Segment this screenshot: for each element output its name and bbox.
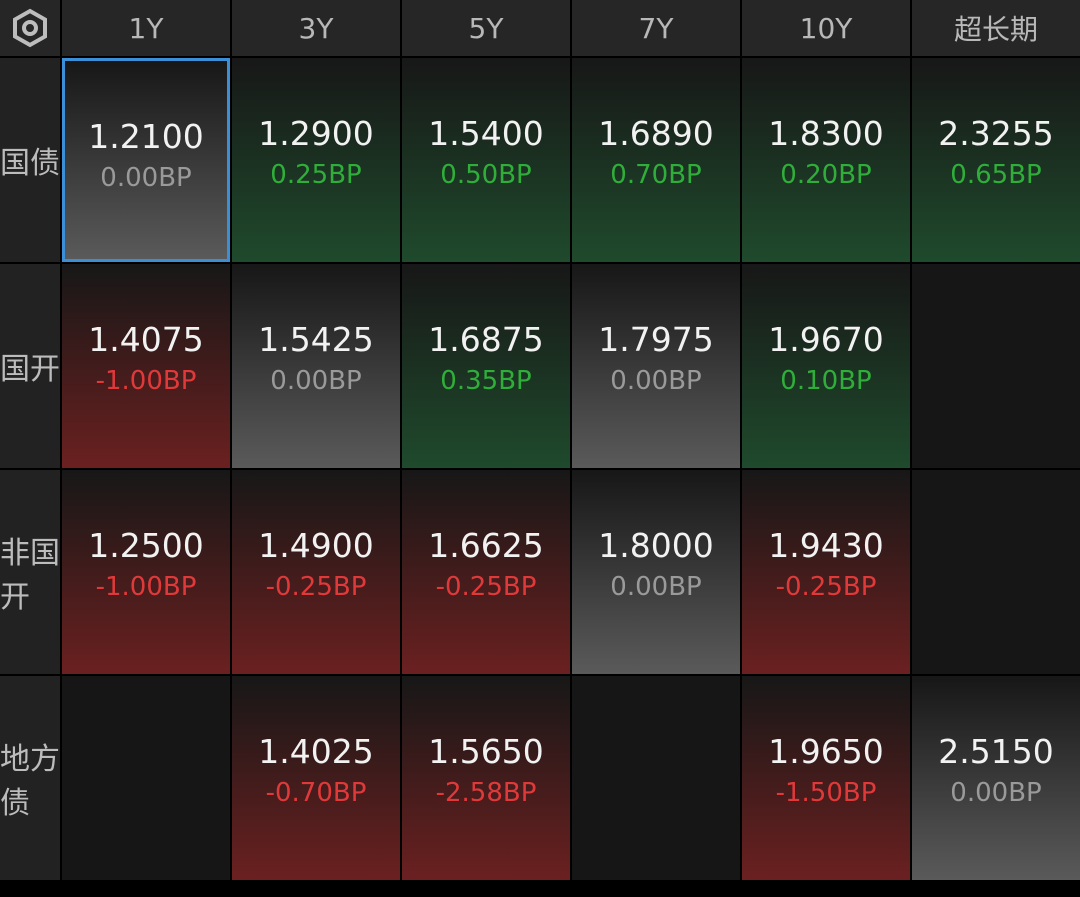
row-label-text: 国开 (0, 352, 60, 387)
row-label: 国债 (0, 58, 60, 262)
column-header[interactable]: 7Y (572, 0, 740, 56)
yield-change: -1.50BP (775, 778, 877, 808)
yield-value: 1.4075 (88, 320, 204, 359)
yield-change: 0.50BP (440, 160, 532, 190)
column-header[interactable]: 3Y (232, 0, 400, 56)
yield-value: 1.8000 (598, 526, 714, 565)
quote-cell[interactable]: 1.5425 0.00BP (232, 264, 400, 468)
yield-change: -0.25BP (775, 572, 877, 602)
yield-change: 0.00BP (610, 366, 702, 396)
empty-cell (572, 676, 740, 880)
yield-value: 1.9670 (768, 320, 884, 359)
column-header[interactable]: 5Y (402, 0, 570, 56)
yield-change: 0.35BP (440, 366, 532, 396)
yield-value: 2.5150 (938, 732, 1054, 771)
column-header[interactable]: 1Y (62, 0, 230, 56)
yield-value: 1.6625 (428, 526, 544, 565)
quote-cell[interactable]: 1.5650 -2.58BP (402, 676, 570, 880)
quote-cell[interactable]: 1.7975 0.00BP (572, 264, 740, 468)
yield-change: 0.70BP (610, 160, 702, 190)
yield-value: 1.9430 (768, 526, 884, 565)
yield-value: 1.9650 (768, 732, 884, 771)
column-header[interactable]: 超长期 (912, 0, 1080, 56)
quote-cell[interactable]: 1.6625 -0.25BP (402, 470, 570, 674)
yield-change: 0.25BP (270, 160, 362, 190)
yield-change: -0.25BP (435, 572, 537, 602)
yield-change: -2.58BP (435, 778, 537, 808)
yield-change: 0.20BP (780, 160, 872, 190)
column-header[interactable]: 10Y (742, 0, 910, 56)
yield-value: 1.7975 (598, 320, 714, 359)
yield-change: -1.00BP (95, 572, 197, 602)
yield-value: 1.6875 (428, 320, 544, 359)
yield-value: 1.5650 (428, 732, 544, 771)
yield-value: 1.2100 (88, 117, 204, 156)
settings-icon (13, 8, 47, 48)
yield-change: 0.10BP (780, 366, 872, 396)
quote-cell[interactable]: 2.5150 0.00BP (912, 676, 1080, 880)
empty-cell (912, 470, 1080, 674)
quote-cell[interactable]: 1.4025 -0.70BP (232, 676, 400, 880)
quote-cell[interactable]: 1.9670 0.10BP (742, 264, 910, 468)
quote-cell[interactable]: 1.6875 0.35BP (402, 264, 570, 468)
quote-cell[interactable]: 1.2100 0.00BP (62, 58, 230, 262)
yield-change: -0.70BP (265, 778, 367, 808)
quote-cell[interactable]: 1.5400 0.50BP (402, 58, 570, 262)
quote-cell[interactable]: 1.4900 -0.25BP (232, 470, 400, 674)
yield-value: 1.5400 (428, 114, 544, 153)
yield-change: -1.00BP (95, 366, 197, 396)
row-label: 非国开 (0, 470, 60, 674)
quote-cell[interactable]: 1.8300 0.20BP (742, 58, 910, 262)
row-label-text: 非国开 (0, 536, 60, 615)
quote-cell[interactable]: 1.8000 0.00BP (572, 470, 740, 674)
yield-value: 1.8300 (768, 114, 884, 153)
yield-value: 1.2500 (88, 526, 204, 565)
row-label-text: 国债 (0, 146, 60, 181)
quote-cell[interactable]: 1.6890 0.70BP (572, 58, 740, 262)
empty-cell (912, 264, 1080, 468)
yield-change: 0.00BP (100, 163, 192, 193)
yield-change: -0.25BP (265, 572, 367, 602)
quote-cell[interactable]: 1.9430 -0.25BP (742, 470, 910, 674)
row-label: 地方债 (0, 676, 60, 880)
empty-cell (62, 676, 230, 880)
settings-button[interactable] (0, 0, 60, 56)
yield-change: 0.00BP (610, 572, 702, 602)
quote-cell[interactable]: 1.2900 0.25BP (232, 58, 400, 262)
quote-cell[interactable]: 1.2500 -1.00BP (62, 470, 230, 674)
yield-change: 0.00BP (950, 778, 1042, 808)
row-label-text: 地方债 (0, 742, 60, 821)
yield-change: 0.00BP (270, 366, 362, 396)
yield-value: 1.4900 (258, 526, 374, 565)
yield-value: 1.6890 (598, 114, 714, 153)
yield-value: 1.4025 (258, 732, 374, 771)
quote-cell[interactable]: 1.4075 -1.00BP (62, 264, 230, 468)
yield-value: 1.5425 (258, 320, 374, 359)
yield-value: 2.3255 (938, 114, 1054, 153)
quote-cell[interactable]: 2.3255 0.65BP (912, 58, 1080, 262)
yield-value: 1.2900 (258, 114, 374, 153)
quote-cell[interactable]: 1.9650 -1.50BP (742, 676, 910, 880)
yield-change: 0.65BP (950, 160, 1042, 190)
row-label: 国开 (0, 264, 60, 468)
